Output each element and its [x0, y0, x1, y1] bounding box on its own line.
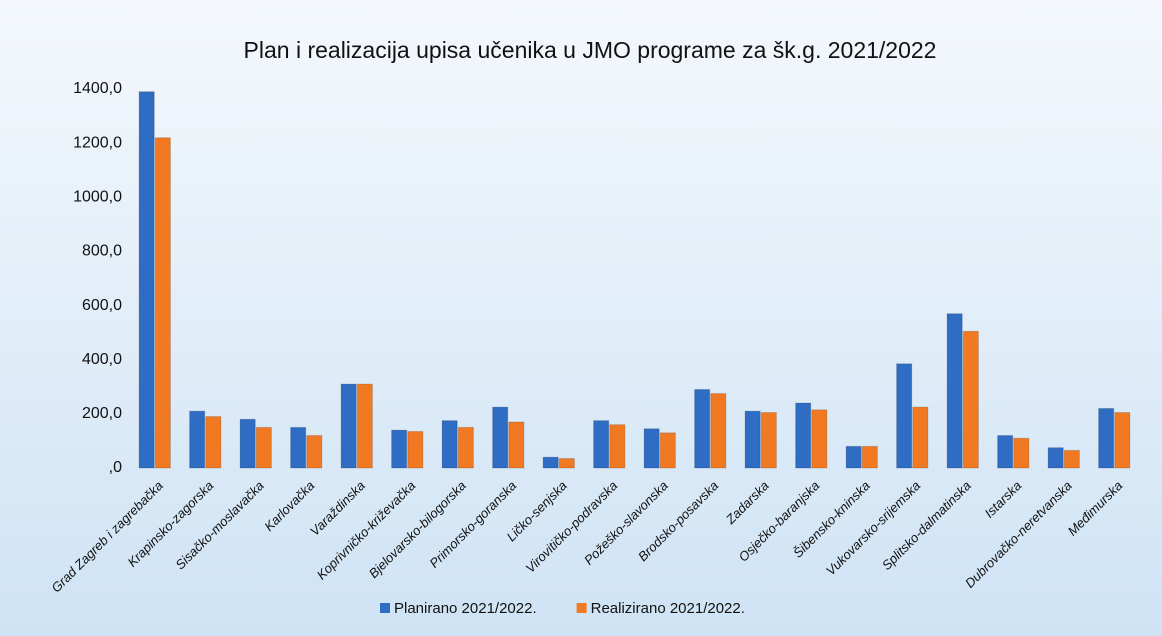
bar: [845, 445, 862, 469]
bar: [946, 313, 963, 469]
bar: [694, 388, 711, 469]
bar: [997, 435, 1014, 469]
bar: [391, 429, 408, 469]
bar: [356, 383, 373, 469]
bar: [441, 420, 458, 469]
bar: [1063, 449, 1080, 469]
bar: [189, 410, 206, 469]
bar: [760, 412, 777, 469]
bar: [1114, 412, 1131, 469]
bar: [306, 435, 323, 469]
bar: [811, 409, 828, 469]
legend-swatch: [380, 603, 390, 613]
bar: [290, 426, 307, 469]
bar: [205, 416, 222, 469]
bar: [912, 406, 929, 469]
y-tick-label: 600,0: [82, 297, 122, 314]
bar: [710, 393, 727, 469]
bar: [1098, 407, 1115, 469]
y-tick-label: 200,0: [82, 405, 122, 422]
y-tick-label: 1200,0: [73, 134, 122, 151]
bar: [138, 91, 155, 469]
bar: [962, 330, 979, 469]
y-tick-label: 1400,0: [73, 80, 122, 97]
bar: [861, 445, 878, 469]
bar: [340, 383, 357, 469]
y-tick-label: 800,0: [82, 243, 122, 260]
bar: [239, 418, 256, 469]
bar: [255, 426, 272, 469]
bar: [492, 406, 509, 469]
bar: [744, 410, 761, 469]
bar: [593, 420, 610, 469]
bar: [508, 421, 525, 469]
bar: [457, 426, 474, 469]
y-tick-label: ,0: [109, 459, 122, 476]
bar: [154, 137, 171, 469]
y-tick-label: 400,0: [82, 351, 122, 368]
bar: [609, 424, 626, 469]
bar: [896, 363, 913, 469]
y-tick-label: 1000,0: [73, 189, 122, 206]
bar: [643, 428, 660, 469]
bar: [659, 432, 676, 469]
bar: [558, 458, 575, 469]
legend-label: Planirano 2021/2022.: [394, 600, 537, 617]
legend-label: Realizirano 2021/2022.: [591, 600, 745, 617]
chart-title: Plan i realizacija upisa učenika u JMO p…: [244, 37, 937, 63]
bar: [542, 456, 559, 469]
bar: [407, 430, 424, 469]
bar: [1047, 447, 1064, 469]
bar: [795, 402, 812, 469]
legend-swatch: [576, 603, 587, 613]
bar: [1013, 437, 1030, 469]
